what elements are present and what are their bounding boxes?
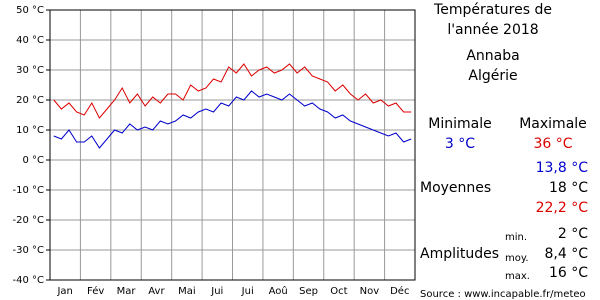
temperature-line [53, 63, 412, 119]
averages-label: Moyennes [420, 180, 491, 196]
min-value: 3 °C [445, 136, 475, 152]
title-line: l'année 2018 [447, 22, 538, 38]
country: Algérie [468, 68, 517, 84]
temperature-line [53, 90, 412, 149]
x-tick-label: Mai [178, 286, 196, 297]
y-tick-label: -10 °C [13, 185, 45, 196]
y-tick-label: 10 °C [16, 125, 44, 136]
x-tick-label: Avr [148, 286, 165, 297]
y-tick-label: 20 °C [16, 95, 44, 106]
plot-area: -40 °C -30 °C -20 °C -10 °C 0 °C 10 °C 20 °C 30… [13, 5, 416, 297]
amp-max: 16 °C [549, 265, 588, 281]
amplitudes-label: Amplitudes [420, 246, 499, 262]
x-tick-label: Jan [56, 286, 72, 297]
x-tick-label: Oct [330, 286, 347, 297]
plot-border [49, 9, 416, 281]
max-value: 36 °C [533, 136, 572, 152]
y-tick-label: 50 °C [16, 5, 44, 16]
x-tick-label: Déc [390, 285, 409, 297]
x-tick-label: Fév [87, 285, 104, 297]
x-tick-label: Jui [241, 286, 254, 297]
avg-min: 13,8 °C [536, 160, 589, 176]
y-tick-label: -40 °C [13, 275, 45, 286]
y-tick-label: -20 °C [13, 215, 45, 226]
city: Annaba [466, 48, 519, 64]
amp-max-label: max. [505, 271, 530, 282]
x-tick-label: Nov [360, 286, 380, 297]
title-line: Températures de [433, 2, 552, 18]
x-tick-label: Mar [117, 286, 137, 297]
amp-min: 2 °C [558, 226, 588, 242]
y-tick-label: 40 °C [16, 35, 44, 46]
max-header: Maximale [519, 116, 587, 132]
y-tick-label: 30 °C [16, 65, 44, 76]
amp-avg-label: moy. [505, 253, 529, 264]
x-tick-label: Sep [299, 286, 318, 297]
amp-min-label: min. [505, 232, 527, 243]
x-tick-label: Aoû [269, 285, 288, 297]
avg-max: 22,2 °C [536, 200, 589, 216]
x-tick-label: Jui [210, 286, 223, 297]
source: Source : www.incapable.fr/meteo [420, 289, 586, 300]
y-tick-label: 0 °C [22, 155, 44, 166]
y-tick-label: -30 °C [13, 245, 45, 256]
min-header: Minimale [428, 116, 491, 132]
amp-avg: 8,4 °C [545, 246, 589, 262]
avg: 18 °C [549, 180, 588, 196]
